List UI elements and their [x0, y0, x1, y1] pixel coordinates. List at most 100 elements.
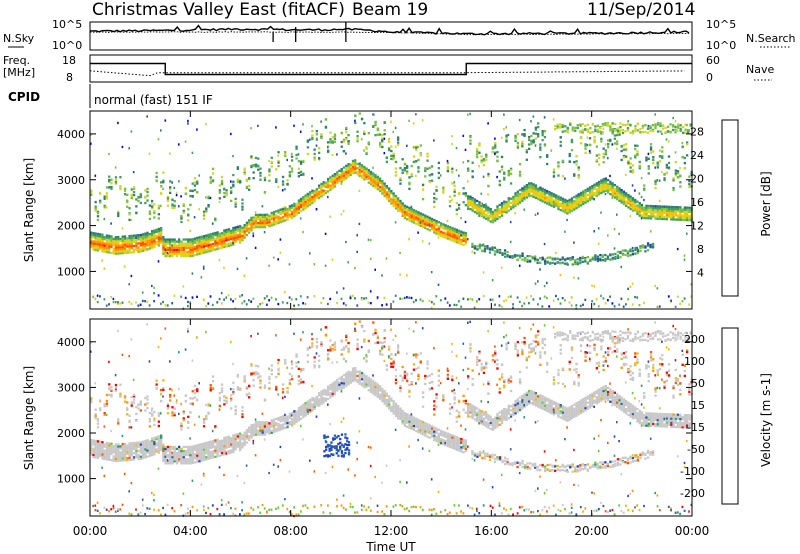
echo-cell — [363, 169, 366, 173]
echo-cell — [597, 242, 600, 245]
echo-cell — [340, 213, 343, 216]
echo-cell — [652, 211, 655, 214]
echo-cell — [518, 201, 522, 204]
echo-cell — [117, 419, 120, 423]
echo-cell — [290, 216, 294, 219]
echo-cell — [600, 183, 603, 186]
echo-cell — [211, 444, 215, 447]
echo-cell — [487, 211, 489, 214]
echo-cell — [318, 186, 321, 189]
echo-cell — [232, 183, 235, 186]
echo-cell — [272, 217, 276, 220]
echo-cell — [523, 128, 526, 132]
echo-cell — [157, 213, 160, 216]
echo-cell — [645, 208, 648, 212]
echo-cell — [645, 204, 648, 207]
echo-cell — [491, 151, 495, 154]
echo-cell — [266, 218, 268, 221]
echo-cell — [652, 158, 655, 162]
echo-cell — [521, 187, 524, 190]
echo-cell — [494, 146, 497, 149]
echo-cell — [266, 423, 269, 426]
echo-cell — [164, 454, 167, 457]
echo-cell — [543, 190, 547, 194]
echo-cell — [160, 513, 162, 516]
echo-cell — [537, 195, 540, 199]
echo-cell — [277, 416, 280, 420]
echo-cell — [94, 242, 97, 245]
echo-cell — [636, 129, 640, 132]
echo-cell — [636, 250, 640, 253]
echo-cell — [397, 138, 400, 141]
echo-cell — [532, 115, 535, 118]
echo-cell — [523, 134, 526, 137]
echo-cell — [556, 126, 559, 129]
echo-cell — [144, 240, 147, 243]
echo-cell — [505, 138, 508, 141]
echo-cell — [501, 252, 504, 255]
echo-cell — [408, 119, 410, 122]
echo-cell — [175, 248, 179, 251]
echo-cell — [184, 250, 188, 254]
echo-cell — [211, 244, 215, 248]
echo-cell — [207, 239, 210, 243]
echo-cell — [534, 255, 537, 258]
echo-cell — [223, 231, 226, 234]
echo-cell — [543, 144, 547, 147]
echo-cell — [656, 123, 660, 126]
echo-cell — [401, 206, 404, 209]
echo-cell — [218, 191, 221, 194]
echo-cell — [625, 194, 628, 197]
echo-cell — [205, 209, 208, 213]
echo-cell — [403, 214, 407, 218]
echo-cell — [476, 300, 478, 303]
echo-cell — [121, 457, 124, 460]
echo-cell — [365, 177, 368, 181]
echo-cell — [295, 147, 298, 150]
echo-cell — [315, 133, 318, 136]
echo-cell — [360, 174, 364, 177]
echo-cell — [613, 196, 616, 199]
echo-cell — [324, 264, 327, 267]
echo-cell — [196, 452, 199, 455]
echo-cell — [225, 230, 228, 234]
echo-cell — [227, 238, 230, 241]
y-tick-label: 4000 — [57, 128, 85, 141]
echo-cell — [162, 252, 165, 255]
echo-cell — [99, 446, 102, 449]
echo-cell — [266, 295, 268, 298]
echo-cell — [200, 245, 203, 249]
echo-cell — [528, 143, 531, 146]
echo-cell — [182, 419, 185, 422]
echo-cell — [482, 175, 485, 178]
echo-cell — [173, 246, 176, 249]
echo-cell — [105, 508, 108, 511]
echo-cell — [266, 427, 269, 430]
echo-cell — [191, 195, 194, 198]
echo-cell — [108, 454, 111, 457]
echo-cell — [607, 146, 610, 149]
echo-cell — [356, 250, 358, 253]
echo-cell — [259, 167, 262, 170]
echo-cell — [299, 424, 302, 427]
echo-cell — [367, 132, 370, 135]
echo-cell — [214, 231, 217, 235]
echo-cell — [236, 238, 239, 241]
echo-cell — [523, 208, 525, 211]
echo-cell — [198, 453, 201, 457]
echo-cell — [139, 447, 142, 450]
echo-cell — [320, 136, 323, 140]
echo-cell — [503, 128, 505, 131]
echo-cell — [530, 142, 533, 146]
echo-cell — [392, 158, 395, 161]
echo-cell — [618, 133, 621, 136]
echo-cell — [218, 440, 221, 443]
echo-cell — [299, 170, 303, 173]
nave-tick-bottom: 0 — [706, 71, 713, 84]
echo-cell — [189, 244, 192, 247]
echo-cell — [340, 170, 343, 173]
echo-cell — [496, 213, 499, 216]
echo-cell — [428, 242, 431, 245]
echo-cell — [272, 211, 276, 214]
echo-cell — [105, 441, 109, 445]
